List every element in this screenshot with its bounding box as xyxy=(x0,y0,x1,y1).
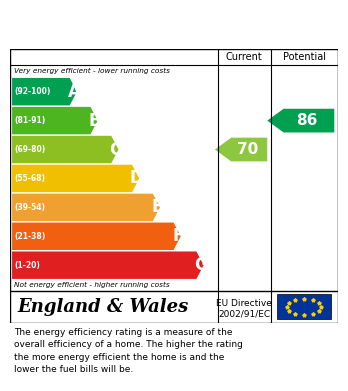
Text: (81-91): (81-91) xyxy=(14,116,46,125)
Text: 70: 70 xyxy=(237,142,258,157)
Text: B: B xyxy=(88,111,101,129)
Polygon shape xyxy=(12,107,98,135)
Polygon shape xyxy=(12,165,139,192)
Polygon shape xyxy=(12,194,160,221)
Text: C: C xyxy=(110,140,122,158)
Text: (39-54): (39-54) xyxy=(14,203,45,212)
Text: (21-38): (21-38) xyxy=(14,232,46,241)
Text: England & Wales: England & Wales xyxy=(17,298,188,316)
Text: 86: 86 xyxy=(296,113,318,128)
Text: (69-80): (69-80) xyxy=(14,145,46,154)
Text: Energy Efficiency Rating: Energy Efficiency Rating xyxy=(60,15,288,34)
Polygon shape xyxy=(12,136,118,163)
Text: (55-68): (55-68) xyxy=(14,174,45,183)
Text: Not energy efficient - higher running costs: Not energy efficient - higher running co… xyxy=(14,282,169,288)
Text: E: E xyxy=(151,198,163,216)
Text: (1-20): (1-20) xyxy=(14,261,40,270)
Text: F: F xyxy=(172,227,184,245)
Text: Potential: Potential xyxy=(283,52,325,62)
Text: G: G xyxy=(194,256,208,274)
Text: (92-100): (92-100) xyxy=(14,87,51,96)
Text: Current: Current xyxy=(226,52,263,62)
Polygon shape xyxy=(215,138,267,161)
Polygon shape xyxy=(12,251,204,279)
Polygon shape xyxy=(12,78,77,106)
Text: A: A xyxy=(68,83,80,101)
Polygon shape xyxy=(267,109,334,133)
Text: The energy efficiency rating is a measure of the
overall efficiency of a home. T: The energy efficiency rating is a measur… xyxy=(14,328,243,374)
Text: Very energy efficient - lower running costs: Very energy efficient - lower running co… xyxy=(14,68,170,74)
Text: 2002/91/EC: 2002/91/EC xyxy=(218,309,270,318)
Text: D: D xyxy=(129,169,143,187)
Text: EU Directive: EU Directive xyxy=(216,299,272,308)
Polygon shape xyxy=(12,222,181,250)
Bar xyxy=(277,294,331,319)
